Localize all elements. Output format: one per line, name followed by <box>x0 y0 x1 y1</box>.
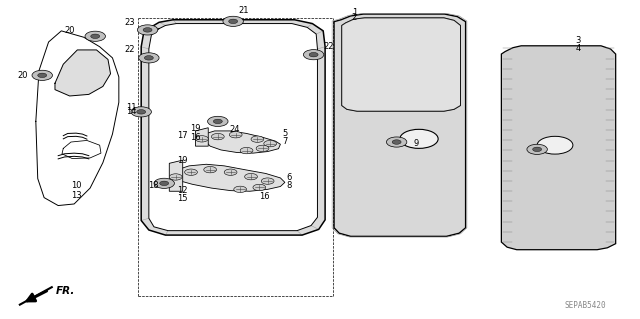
Circle shape <box>138 25 158 35</box>
Text: 20: 20 <box>64 26 75 35</box>
Polygon shape <box>342 18 461 111</box>
Text: 2: 2 <box>352 13 357 22</box>
Circle shape <box>228 19 237 24</box>
Text: 4: 4 <box>575 44 580 54</box>
Text: 16: 16 <box>190 133 200 142</box>
Polygon shape <box>55 50 111 96</box>
Circle shape <box>537 136 573 154</box>
Text: 24: 24 <box>229 125 240 135</box>
Circle shape <box>145 56 154 60</box>
Circle shape <box>204 167 216 173</box>
Text: 6: 6 <box>287 173 292 182</box>
Text: 23: 23 <box>124 18 135 27</box>
Text: 19: 19 <box>177 156 188 165</box>
Text: 1: 1 <box>352 8 357 17</box>
Circle shape <box>213 119 222 123</box>
Polygon shape <box>170 160 182 191</box>
Circle shape <box>309 52 318 57</box>
Circle shape <box>240 147 253 154</box>
Text: 12: 12 <box>177 186 188 195</box>
Circle shape <box>264 140 276 147</box>
Circle shape <box>184 169 197 175</box>
Text: 19: 19 <box>190 124 200 133</box>
Circle shape <box>137 110 146 114</box>
Text: 22: 22 <box>124 45 135 55</box>
Circle shape <box>256 145 269 152</box>
Text: 21: 21 <box>238 6 249 15</box>
Polygon shape <box>179 164 285 191</box>
Circle shape <box>32 70 52 80</box>
Circle shape <box>38 73 47 78</box>
Text: FR.: FR. <box>56 286 75 296</box>
FancyArrowPatch shape <box>27 291 47 301</box>
Circle shape <box>170 174 182 180</box>
Text: 8: 8 <box>287 181 292 190</box>
Circle shape <box>532 147 541 152</box>
Text: SEPAB5420: SEPAB5420 <box>564 301 606 310</box>
Circle shape <box>139 53 159 63</box>
Text: 14: 14 <box>126 108 137 116</box>
Circle shape <box>223 16 243 26</box>
Circle shape <box>207 116 228 126</box>
Circle shape <box>143 28 152 32</box>
Circle shape <box>387 137 407 147</box>
Polygon shape <box>501 46 616 250</box>
Circle shape <box>244 174 257 180</box>
Text: 9: 9 <box>414 139 419 148</box>
Text: 5: 5 <box>282 129 287 138</box>
Circle shape <box>400 129 438 148</box>
Polygon shape <box>195 128 208 146</box>
Circle shape <box>527 144 547 154</box>
Text: 10: 10 <box>71 181 81 190</box>
Text: 18: 18 <box>148 181 159 190</box>
Circle shape <box>91 34 100 39</box>
Circle shape <box>211 133 224 140</box>
Circle shape <box>261 178 274 184</box>
Text: 11: 11 <box>126 103 137 112</box>
Text: 7: 7 <box>282 137 287 146</box>
Text: 15: 15 <box>177 194 188 204</box>
Text: 17: 17 <box>177 131 188 140</box>
Text: 22: 22 <box>323 42 333 51</box>
Circle shape <box>392 140 401 144</box>
Circle shape <box>229 131 242 138</box>
Circle shape <box>85 31 106 41</box>
Text: 20: 20 <box>18 71 28 80</box>
Polygon shape <box>334 14 466 236</box>
Circle shape <box>131 107 152 117</box>
Text: 3: 3 <box>575 36 581 45</box>
Polygon shape <box>206 131 280 153</box>
Circle shape <box>251 136 264 142</box>
Polygon shape <box>342 18 461 111</box>
Circle shape <box>234 186 246 193</box>
Circle shape <box>224 169 237 175</box>
Circle shape <box>253 184 266 191</box>
Circle shape <box>303 50 324 60</box>
Circle shape <box>160 181 169 186</box>
Circle shape <box>154 178 174 189</box>
Circle shape <box>195 136 208 142</box>
Polygon shape <box>141 20 325 235</box>
Text: 13: 13 <box>71 190 81 200</box>
Text: 16: 16 <box>259 191 270 201</box>
